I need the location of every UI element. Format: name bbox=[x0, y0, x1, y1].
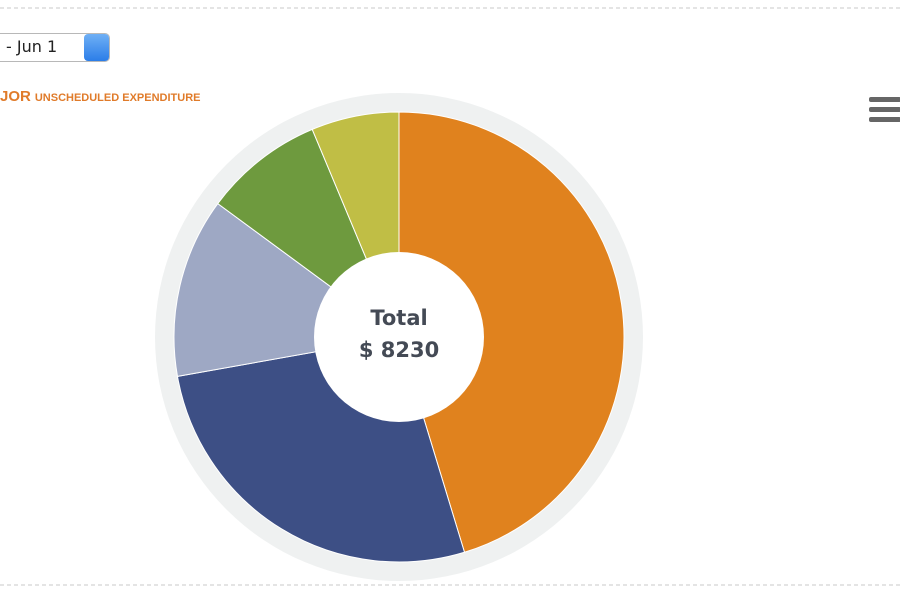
center-value: $ 8230 bbox=[359, 338, 439, 362]
title-sub: UNSCHEDULED EXPENDITURE bbox=[35, 92, 201, 104]
select-spinner[interactable] bbox=[84, 34, 109, 61]
chart-title: JOR UNSCHEDULED EXPENDITURE bbox=[0, 88, 200, 105]
center-label: Total bbox=[370, 306, 427, 330]
menu-bar bbox=[869, 107, 900, 112]
donut-hole bbox=[314, 252, 484, 422]
menu-bar bbox=[869, 97, 900, 102]
menu-bar bbox=[869, 117, 900, 122]
menu-icon[interactable] bbox=[869, 97, 900, 122]
date-select-text: - Jun 1 bbox=[6, 37, 58, 56]
pie-slice[interactable] bbox=[398, 111, 625, 553]
title-main: JOR bbox=[0, 88, 31, 105]
